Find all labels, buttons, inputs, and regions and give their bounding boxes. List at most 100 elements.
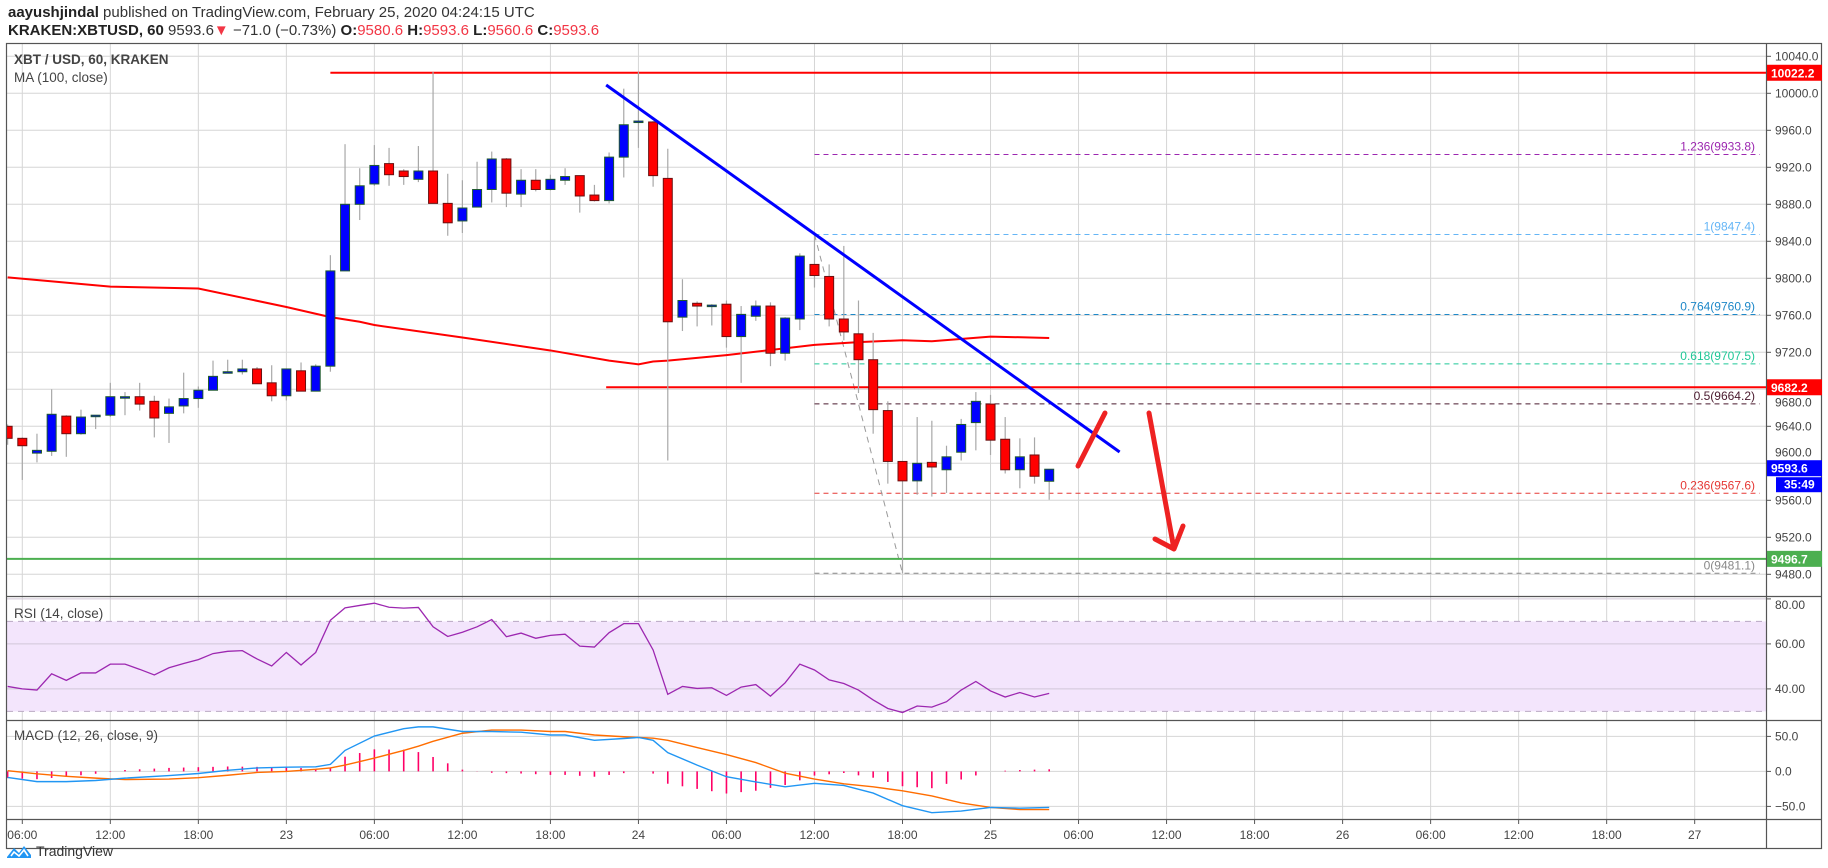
candle-body-up bbox=[1044, 468, 1055, 482]
ma-legend[interactable]: MA (100, close) bbox=[14, 70, 108, 85]
candle-body-down bbox=[134, 396, 145, 405]
fib-level-label: 1.236(9933.8) bbox=[1680, 140, 1755, 154]
tradingview-logo[interactable]: TradingView bbox=[6, 843, 113, 859]
candle-body-down bbox=[721, 303, 732, 338]
candle bbox=[296, 362, 307, 392]
candle bbox=[677, 279, 688, 332]
candle-body-up bbox=[706, 304, 717, 308]
price-axis-label: 9480.0 bbox=[1775, 567, 1812, 581]
candle bbox=[7, 424, 13, 445]
price-axis-label: 9880.0 bbox=[1775, 197, 1812, 211]
price-axis-label: 9960.0 bbox=[1775, 123, 1812, 137]
price-axis-label: 9680.0 bbox=[1775, 395, 1812, 409]
candle bbox=[105, 382, 116, 418]
candle bbox=[1044, 468, 1055, 500]
candle bbox=[648, 121, 659, 187]
rsi-pane bbox=[7, 598, 1766, 714]
time-axis-label: 27 bbox=[1688, 828, 1702, 842]
rsi-axis-label: 60.00 bbox=[1775, 637, 1805, 651]
candle bbox=[119, 392, 130, 416]
candle bbox=[428, 72, 439, 204]
fib-level-label: 0.618(9707.5) bbox=[1680, 349, 1755, 363]
candle bbox=[912, 417, 923, 495]
chart-title[interactable]: XBT / USD, 60, KRAKEN bbox=[14, 52, 169, 67]
rsi-axis-label: 40.00 bbox=[1775, 682, 1805, 696]
time-axis-label: 06:00 bbox=[711, 828, 741, 842]
time-axis-label: 23 bbox=[280, 828, 294, 842]
candle bbox=[457, 180, 468, 233]
candle-body-up bbox=[633, 120, 644, 124]
rsi-band bbox=[7, 621, 1766, 712]
time-axis-label: 12:00 bbox=[1504, 828, 1534, 842]
candle-body-up bbox=[31, 449, 42, 454]
price-axis-label: 9520.0 bbox=[1775, 530, 1812, 544]
candle bbox=[340, 144, 351, 272]
candle-body-up bbox=[618, 124, 629, 158]
candle-body-up bbox=[178, 398, 189, 407]
price-pane[interactable]: 1.236(9933.8) 1(9847.4) 0.764(9760.9) 0.618… bbox=[3, 71, 1766, 574]
candle-body-up bbox=[941, 456, 952, 471]
candle-body-up bbox=[75, 416, 86, 435]
candle-body-down bbox=[589, 194, 600, 202]
candle bbox=[926, 420, 937, 497]
time-axis-label: 26 bbox=[1336, 828, 1350, 842]
candle bbox=[46, 389, 57, 456]
rsi-axis-label: 80.00 bbox=[1775, 598, 1805, 612]
price-axis-label: 9920.0 bbox=[1775, 160, 1812, 174]
candle-body-up bbox=[164, 406, 174, 414]
author-name[interactable]: aayushjindal bbox=[8, 4, 99, 21]
candle-body-up bbox=[604, 156, 615, 202]
candle-body-down bbox=[662, 177, 673, 323]
candle bbox=[765, 302, 776, 367]
candle-body-up bbox=[457, 207, 468, 222]
candle-body-down bbox=[853, 333, 864, 361]
open-value: 9580.6 bbox=[357, 22, 404, 39]
candle bbox=[736, 306, 747, 383]
candle-body-down bbox=[7, 425, 13, 439]
low-label: L: bbox=[473, 22, 488, 39]
candle-body-down bbox=[897, 460, 908, 482]
time-axis-label: 18:00 bbox=[535, 828, 565, 842]
price-axis-label: 9800.0 bbox=[1775, 271, 1812, 285]
level-price-tag-text: 9496.7 bbox=[1771, 552, 1808, 566]
candle-body-up bbox=[677, 300, 688, 318]
rsi-legend[interactable]: RSI (14, close) bbox=[14, 606, 104, 621]
candle bbox=[721, 300, 732, 348]
candle bbox=[90, 414, 101, 430]
candle-body-up bbox=[193, 389, 204, 400]
fib-level-label: 0.5(9664.2) bbox=[1694, 389, 1755, 403]
candle-body-down bbox=[252, 368, 263, 385]
candle-body-down bbox=[1029, 454, 1040, 477]
last-price-tag bbox=[1767, 460, 1822, 477]
candle-body-down bbox=[838, 318, 849, 333]
candle-body-up bbox=[90, 414, 101, 418]
level-price-tag bbox=[1767, 550, 1822, 567]
symbol-label: KRAKEN:XBTUSD, 60 bbox=[8, 22, 164, 39]
close-value: 9593.6 bbox=[553, 22, 600, 39]
resistance-trendline[interactable] bbox=[605, 83, 1121, 454]
candle-body-down bbox=[648, 121, 659, 177]
candle bbox=[530, 169, 541, 192]
candle bbox=[545, 174, 556, 191]
red-cross-mark bbox=[1075, 410, 1108, 469]
candle bbox=[413, 146, 424, 183]
level-price-tag-text: 10022.2 bbox=[1771, 66, 1815, 80]
macd-legend[interactable]: MACD (12, 26, close, 9) bbox=[14, 728, 159, 743]
candle bbox=[31, 433, 42, 463]
candle bbox=[237, 359, 248, 375]
candle bbox=[398, 169, 409, 185]
time-axis-label: 06:00 bbox=[359, 828, 389, 842]
candle-body-up bbox=[46, 413, 57, 452]
time-axis-label: 06:00 bbox=[7, 828, 37, 842]
price-axis-label: 9640.0 bbox=[1775, 419, 1812, 433]
high-value: 9593.6 bbox=[423, 22, 469, 39]
candle-body-up bbox=[472, 189, 483, 208]
candle-body-down bbox=[574, 175, 585, 197]
price-change: −71.0 (−0.73%) bbox=[232, 22, 337, 39]
candle bbox=[75, 409, 86, 435]
candle bbox=[222, 359, 233, 374]
candle bbox=[662, 148, 673, 461]
candle-body-up bbox=[222, 371, 233, 374]
candle bbox=[384, 147, 395, 186]
